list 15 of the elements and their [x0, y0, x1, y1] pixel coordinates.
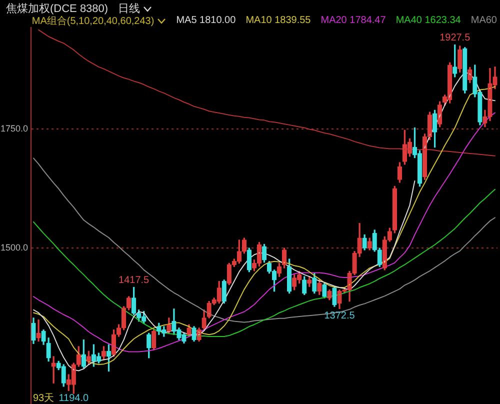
annotation: 93天: [33, 392, 54, 404]
text: MA20 1784.47: [320, 15, 386, 26]
text: MA10 1839.55: [246, 15, 311, 26]
legend-title: MA组合(5,10,20,40,60,243): [32, 14, 154, 28]
annotation: 1417.5: [118, 275, 150, 286]
text: MA60: [470, 15, 497, 26]
chart-subtitle: 日线: [118, 2, 140, 16]
chart-title: 焦煤加权(DCE 8380): [6, 2, 108, 16]
y-tick-label: 1750.0: [0, 124, 28, 134]
annotation: 1372.5: [324, 310, 356, 322]
text: MA40 1623.34: [396, 15, 461, 26]
text: MA5 1810.00: [176, 15, 236, 26]
annotation: 1194.0: [58, 392, 89, 404]
annotation: 1927.5: [440, 32, 471, 44]
y-tick-label: 1500.0: [0, 242, 28, 253]
